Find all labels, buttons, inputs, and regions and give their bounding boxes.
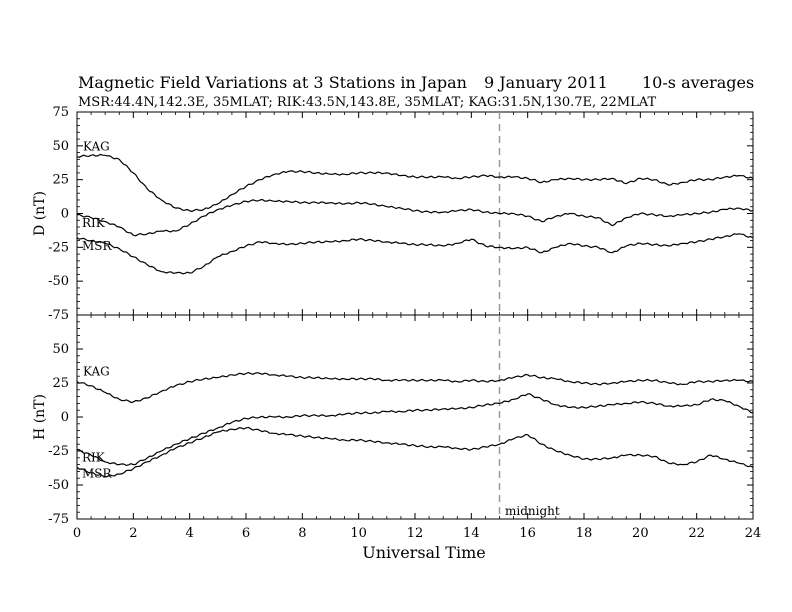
series-line-d-kag <box>76 153 754 213</box>
series-label-d-msr: MSR <box>82 239 113 253</box>
x-tick-label: 2 <box>129 526 137 541</box>
x-tick-label: 22 <box>688 526 705 541</box>
midnight-label: midnight <box>505 504 560 518</box>
station-info-subtitle: MSR:44.4N,142.3E, 35MLAT; RIK:43.5N,143.… <box>78 95 656 110</box>
y-tick-label-d: -75 <box>48 308 69 323</box>
y-tick-label-d: -50 <box>48 274 69 289</box>
x-tick-label: 20 <box>632 526 649 541</box>
chart-title-main: Magnetic Field Variations at 3 Stations … <box>78 73 467 92</box>
x-tick-label: 10 <box>350 526 367 541</box>
y-tick-label-h: -25 <box>48 444 69 459</box>
series-line-d-rik <box>76 198 754 237</box>
y-tick-label-d: -25 <box>48 240 69 255</box>
y-tick-label-d: 0 <box>61 207 69 222</box>
y-tick-label-d: 25 <box>52 173 69 188</box>
y-tick-label-h: 50 <box>52 342 69 357</box>
x-tick-label: 24 <box>745 526 762 541</box>
series-label-h-rik: RIK <box>82 451 106 465</box>
chart-title-date: 9 January 2011 <box>484 73 608 92</box>
plot-frame-h <box>76 314 754 520</box>
series-label-h-msr: MSR <box>82 466 113 480</box>
y-axis-label-d: D (nT) <box>32 191 48 236</box>
x-tick-label: 12 <box>407 526 424 541</box>
y-tick-label-h: -50 <box>48 478 69 493</box>
series-line-h-msr <box>76 426 754 478</box>
series-line-h-kag <box>76 372 754 404</box>
series-label-h-kag: KAG <box>83 365 110 379</box>
y-tick-label-h: -75 <box>48 512 69 527</box>
x-tick-label: 16 <box>519 526 536 541</box>
x-tick-label: 4 <box>186 526 194 541</box>
x-tick-label: 14 <box>463 526 480 541</box>
x-axis-label: Universal Time <box>362 543 485 562</box>
y-tick-label-d: 75 <box>52 105 69 120</box>
series-line-h-rik <box>76 393 754 466</box>
x-tick-label: 8 <box>298 526 306 541</box>
x-tick-label: 0 <box>73 526 81 541</box>
chart-title-averaging: 10-s averages <box>642 73 754 92</box>
y-tick-label-d: 50 <box>52 139 69 154</box>
series-line-d-msr <box>76 233 754 275</box>
x-tick-label: 6 <box>242 526 250 541</box>
y-axis-label-h: H (nT) <box>32 394 48 440</box>
y-tick-label-h: 0 <box>61 410 69 425</box>
x-tick-label: 18 <box>576 526 593 541</box>
series-label-d-rik: RIK <box>82 216 106 230</box>
series-label-d-kag: KAG <box>83 140 110 154</box>
d-component-panel: -75 -50 -25 0 25 50 75 D (nT) KAG RIK MSR <box>32 105 754 323</box>
y-tick-label-h: 25 <box>52 376 69 391</box>
